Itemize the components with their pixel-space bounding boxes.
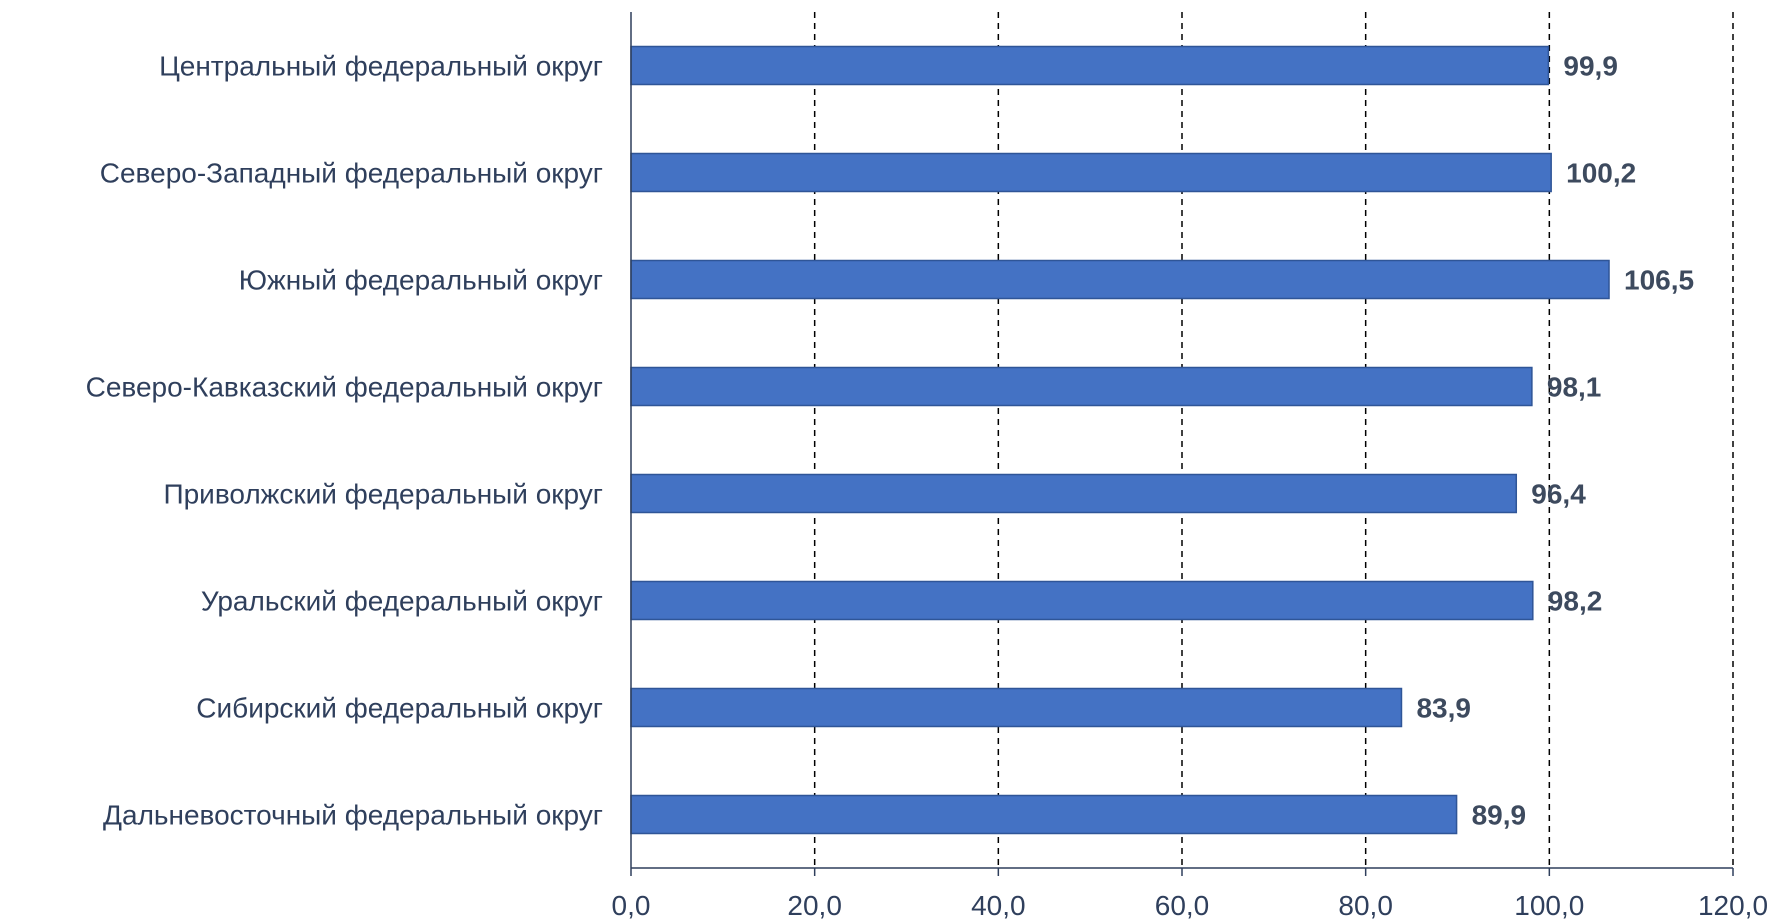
- grid-lines: [813, 12, 1734, 868]
- axes: [630, 12, 1734, 876]
- x-tick-label: 40,0: [971, 890, 1026, 921]
- category-label: Северо-Кавказский федеральный округ: [86, 372, 603, 403]
- bar: [630, 687, 1403, 728]
- category-label: Сибирский федеральный округ: [196, 693, 603, 724]
- bar: [630, 259, 1610, 300]
- bar: [630, 794, 1458, 835]
- x-tick-label: 80,0: [1338, 890, 1393, 921]
- bar: [630, 366, 1533, 407]
- category-label: Южный федеральный округ: [239, 265, 603, 296]
- data-label: 99,9: [1563, 51, 1618, 82]
- labels: 0,0 20,0 40,0 60,0 80,0 100,0 120,0 Центральный…: [86, 51, 1768, 921]
- x-tick-label: 0,0: [612, 890, 651, 921]
- data-label: 100,2: [1566, 158, 1636, 189]
- category-label: Приволжский федеральный округ: [163, 479, 603, 510]
- x-tick-label: 120,0: [1698, 890, 1768, 921]
- bar: [630, 580, 1534, 621]
- bar: [630, 152, 1552, 193]
- data-label: 83,9: [1416, 693, 1471, 724]
- bar: [630, 473, 1518, 514]
- data-label: 106,5: [1624, 265, 1694, 296]
- data-label: 98,2: [1548, 586, 1603, 617]
- category-label: Центральный федеральный округ: [159, 51, 603, 82]
- data-label: 89,9: [1472, 800, 1527, 831]
- data-label: 98,1: [1547, 372, 1602, 403]
- x-tick-label: 60,0: [1155, 890, 1210, 921]
- bar: [630, 45, 1550, 86]
- category-label: Дальневосточный федеральный округ: [103, 800, 603, 831]
- data-label: 96,4: [1531, 479, 1586, 510]
- x-tick-label: 100,0: [1514, 890, 1584, 921]
- category-label: Северо-Западный федеральный округ: [100, 158, 603, 189]
- bars: [630, 45, 1610, 835]
- category-label: Уральский федеральный округ: [201, 586, 603, 617]
- x-tick-label: 20,0: [787, 890, 842, 921]
